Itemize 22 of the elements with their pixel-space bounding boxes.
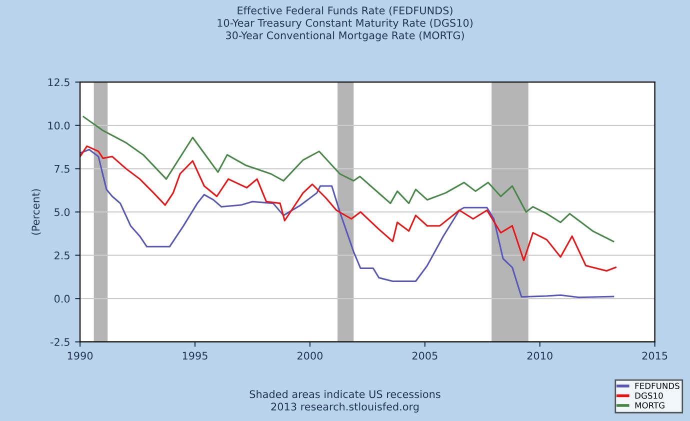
line-series <box>80 148 614 298</box>
y-tick-label: 10.0 <box>48 122 70 130</box>
line-series <box>82 116 614 242</box>
x-tick-label: 2010 <box>527 352 552 360</box>
x-tick-label: 1990 <box>68 352 93 360</box>
y-tick-label: 7.5 <box>54 165 70 173</box>
x-tick-label: 2015 <box>642 352 668 360</box>
legend-label: DGS10 <box>635 392 663 399</box>
y-tick-label: 2.5 <box>54 251 70 260</box>
y-axis-title: (Percent) <box>32 189 41 235</box>
y-tick-label: 5.0 <box>54 208 70 216</box>
chart-title: Effective Federal Funds Rate (FEDFUNDS) 10-Year Treasury Constant Maturity Rate (DGS10) 30-Year Conventional Mortgage Rate (MORTG) <box>218 6 473 42</box>
y-tick-label: 0.0 <box>54 294 70 303</box>
line-series <box>80 145 616 272</box>
legend-label: MORTG <box>635 402 664 409</box>
text: Shaded areas indicate US recessions 2013 research.stlouisfed.org <box>250 390 440 413</box>
x-tick-label: 1995 <box>182 352 208 360</box>
x-tick-label: 2000 <box>297 352 323 360</box>
y-tick-label: -2.5 <box>50 338 70 346</box>
y-tick-label: 12.5 <box>48 78 70 86</box>
legend-label: FEDFUNDS <box>635 382 680 390</box>
x-tick-label: 2005 <box>412 352 438 360</box>
